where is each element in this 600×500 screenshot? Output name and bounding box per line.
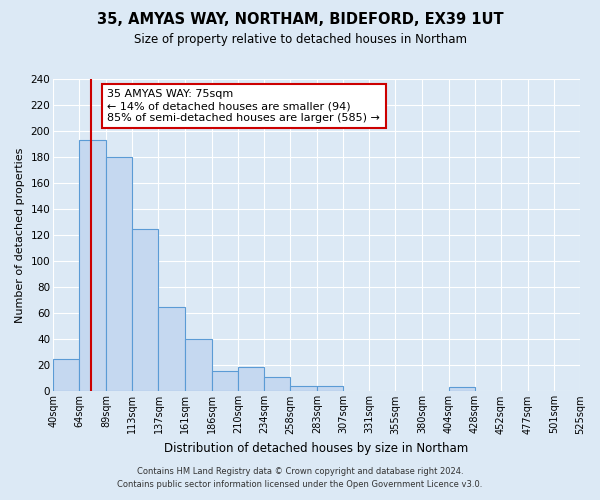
Bar (317, 386, 343, 392)
Bar (212, 370, 238, 392)
Bar (449, 388, 475, 392)
Text: 35, AMYAS WAY, NORTHAM, BIDEFORD, EX39 1UT: 35, AMYAS WAY, NORTHAM, BIDEFORD, EX39 1… (97, 12, 503, 28)
Bar (133, 228, 158, 392)
Bar (238, 366, 264, 392)
Bar (53, 359, 79, 392)
Text: Size of property relative to detached houses in Northam: Size of property relative to detached ho… (133, 32, 467, 46)
Bar (185, 340, 212, 392)
Text: Contains HM Land Registry data © Crown copyright and database right 2024.
Contai: Contains HM Land Registry data © Crown c… (118, 468, 482, 489)
Bar (264, 377, 290, 392)
Bar (79, 140, 106, 392)
Bar (106, 157, 133, 392)
X-axis label: Distribution of detached houses by size in Northam: Distribution of detached houses by size … (164, 442, 469, 455)
Bar (290, 386, 317, 392)
Text: 35 AMYAS WAY: 75sqm
← 14% of detached houses are smaller (94)
85% of semi-detach: 35 AMYAS WAY: 75sqm ← 14% of detached ho… (107, 90, 380, 122)
Bar (158, 307, 185, 392)
Y-axis label: Number of detached properties: Number of detached properties (15, 148, 25, 323)
